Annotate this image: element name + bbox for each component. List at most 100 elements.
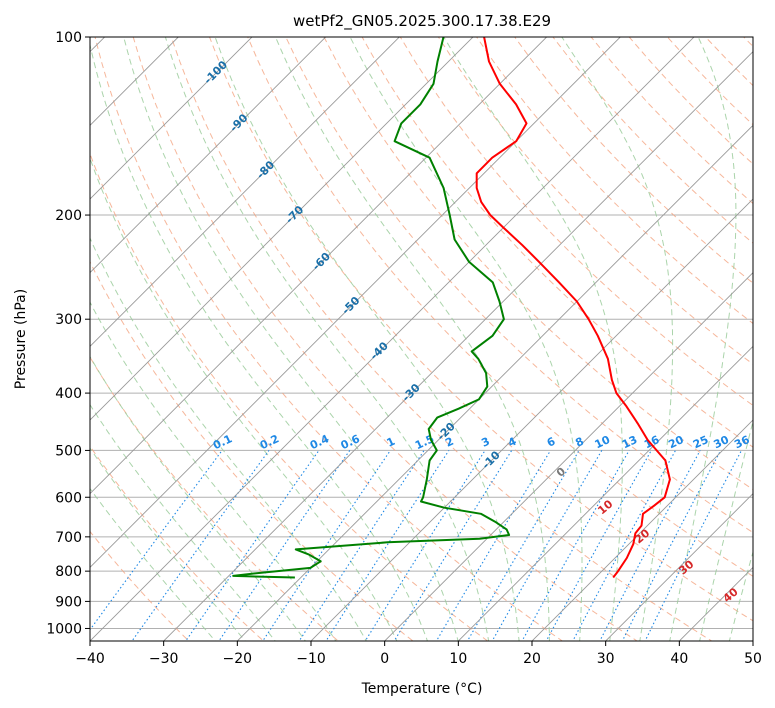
mixing-ratio-label: 6 (545, 435, 558, 450)
mixing-ratio-line (218, 450, 351, 641)
moist-adiabat-line (443, 37, 623, 641)
dry-adiabat-line (437, 37, 753, 365)
mixing-ratio-label: 30 (712, 433, 732, 451)
isotherm-label: -80 (254, 158, 277, 181)
mixing-ratio-label: 13 (620, 433, 639, 451)
dry-adiabat-line (361, 37, 753, 448)
moist-adiabat-line (90, 236, 367, 641)
dry-adiabat-line (285, 37, 753, 534)
mixing-ratio-label: 0.2 (258, 432, 281, 452)
dry-adiabat-line (90, 530, 190, 641)
y-axis-label: Pressure (hPa) (13, 289, 29, 389)
isotherm-label: -50 (339, 294, 362, 317)
y-tick-label: 800 (55, 564, 82, 580)
isotherm-line (457, 345, 753, 641)
sounding-series (232, 37, 671, 579)
dry-adiabat-line (90, 445, 265, 641)
y-tick-label: 100 (55, 30, 82, 46)
dry-adiabat-line (743, 37, 753, 48)
x-tick-label: −30 (149, 651, 179, 667)
adiabat-label: 40 (721, 585, 741, 605)
isotherm-line (384, 272, 753, 641)
x-tick-label: −20 (223, 651, 253, 667)
x-tick-label: 10 (449, 651, 467, 667)
y-tick-label: 700 (55, 530, 82, 546)
dry-adiabat-line (666, 37, 753, 126)
moist-adiabat-line (90, 403, 276, 641)
isotherm-line (90, 37, 474, 421)
x-tick-label: 30 (597, 651, 615, 667)
y-tick-label: 1000 (46, 621, 82, 637)
isotherm-label: -70 (283, 203, 306, 226)
moist-adiabat-line (90, 157, 398, 641)
y-tick-label: 600 (55, 490, 82, 506)
plot-area: 0.1 0.2 0.4 0.6 1 1.5 2 3 4 6 8 10 13 16 20 25 30 36-100-… (90, 10, 775, 653)
x-tick-label: −40 (75, 651, 105, 667)
chart-title: wetPf2_GN05.2025.300.17.38.E29 (293, 12, 551, 31)
isotherm-line (90, 37, 400, 347)
isotherms (90, 37, 753, 641)
mixing-ratio-line (298, 450, 425, 641)
dry-adiabat-line (514, 37, 753, 284)
x-axis-label: Temperature (°C) (361, 681, 483, 697)
mixing-ratio-line (545, 450, 652, 641)
isotherm-line (678, 566, 753, 641)
dry-adiabat-line (247, 37, 753, 577)
mixing-ratio-line (262, 450, 391, 641)
mixing-ratio-label: 0.1 (211, 432, 234, 452)
y-tick-label: 500 (55, 443, 82, 459)
dry-adiabat-line (90, 152, 489, 641)
plot-frame (89, 36, 754, 642)
mixing-ratio-lines (90, 450, 742, 641)
x-tick-label: 20 (523, 651, 541, 667)
y-tick-label: 400 (55, 386, 82, 402)
temperature-profile-line (475, 37, 671, 579)
y-axis-ticks: 100 200 300 400 500 600 700 800 900 1000 (46, 30, 90, 637)
moist-adiabat-line (90, 487, 216, 641)
y-tick-label: 300 (55, 312, 82, 328)
mixing-ratio-line (521, 450, 630, 641)
mixing-ratio-line (466, 450, 580, 641)
moist-adiabat-line (90, 447, 246, 641)
mixing-ratio-label: 3 (479, 435, 491, 450)
dry-adiabat-line (399, 37, 753, 407)
mixing-ratio-label: 1 (385, 435, 397, 450)
isotherm-line (531, 419, 753, 641)
x-tick-label: 0 (380, 651, 389, 667)
dry-adiabat-line (755, 10, 775, 653)
isotherm-line (752, 640, 753, 641)
dry-adiabat-line (323, 37, 753, 491)
mixing-ratio-line (364, 450, 486, 641)
isotherm-label: -100 (201, 58, 230, 87)
mixing-ratio-line (325, 450, 450, 641)
mixing-ratio-line (393, 450, 513, 641)
mixing-ratio-line (90, 450, 223, 631)
isotherm-label: -10 (480, 448, 503, 471)
moist-adiabat-line (561, 37, 674, 641)
moist-adiabat-line (699, 419, 753, 641)
moist-adiabat-line (214, 37, 520, 641)
isotherm-label: -20 (435, 420, 458, 443)
isotherm-line (90, 37, 253, 200)
dry-adiabat-line (476, 37, 753, 325)
dewpoint-profile-line (232, 37, 511, 579)
dry-adiabats (90, 10, 775, 653)
x-tick-label: 40 (670, 651, 688, 667)
mixing-ratio-line (435, 450, 552, 641)
isotherm-line (90, 37, 179, 126)
mixing-ratio-label: 20 (666, 433, 686, 451)
mixing-ratio-label: 4 (506, 435, 519, 450)
dry-adiabat-line (170, 37, 713, 641)
adiabat-label: 10 (595, 497, 615, 517)
y-tick-label: 900 (55, 594, 82, 610)
moist-adiabat-line (349, 37, 583, 641)
dry-adiabat-line (704, 37, 753, 87)
mixing-ratio-label: 10 (593, 433, 613, 451)
dry-adiabat-line (132, 37, 638, 641)
moist-adiabat-line (90, 301, 337, 641)
moist-adiabats (90, 37, 753, 641)
mixing-ratio-label: 25 (691, 433, 710, 451)
isotherm-line (90, 37, 621, 568)
dry-adiabat-line (94, 37, 564, 641)
